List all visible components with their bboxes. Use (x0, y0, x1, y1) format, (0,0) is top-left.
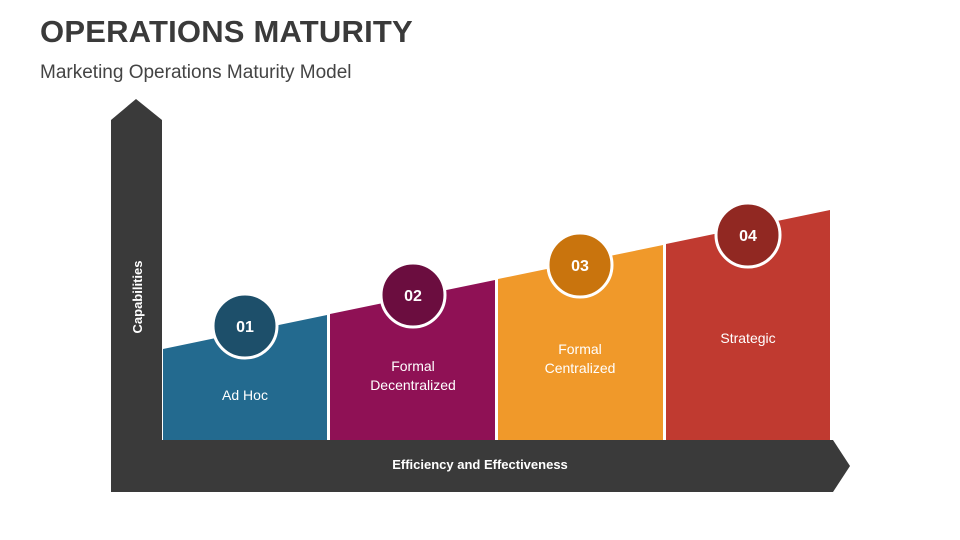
x-axis-arrow (111, 440, 850, 492)
y-axis-label: Capabilities (130, 261, 145, 334)
stage-3-number: 03 (571, 258, 589, 275)
stage-2-number: 02 (404, 288, 422, 305)
stage-4-block (666, 210, 830, 440)
stage-3-block (498, 245, 663, 440)
stage-3-circle (546, 231, 614, 299)
stage-3: 03 Formal Centralized (498, 231, 663, 440)
stage-1: 01 Ad Hoc (163, 292, 327, 440)
x-axis-label: Efficiency and Effectiveness (392, 457, 568, 472)
stage-1-number: 01 (236, 319, 254, 336)
stage-1-circle (211, 292, 279, 360)
stage-1-block (163, 315, 327, 440)
stage-4: 04 Strategic (666, 201, 830, 440)
stage-2-label-line2: Decentralized (370, 377, 456, 393)
stage-4-number: 04 (739, 228, 757, 245)
stage-1-label: Ad Hoc (222, 387, 268, 403)
stage-3-label-line2: Centralized (545, 360, 616, 376)
stage-2-circle (379, 261, 447, 329)
page-subtitle: Marketing Operations Maturity Model (40, 62, 352, 83)
page-title: OPERATIONS MATURITY (40, 14, 413, 49)
stage-4-label: Strategic (720, 330, 775, 346)
y-axis-arrow (111, 99, 162, 492)
stage-2-label-line1: Formal (391, 358, 435, 374)
stage-4-circle (714, 201, 782, 269)
stage-3-label-line1: Formal (558, 341, 602, 357)
stage-2: 02 Formal Decentralized (330, 261, 495, 440)
stage-2-block (330, 280, 495, 440)
